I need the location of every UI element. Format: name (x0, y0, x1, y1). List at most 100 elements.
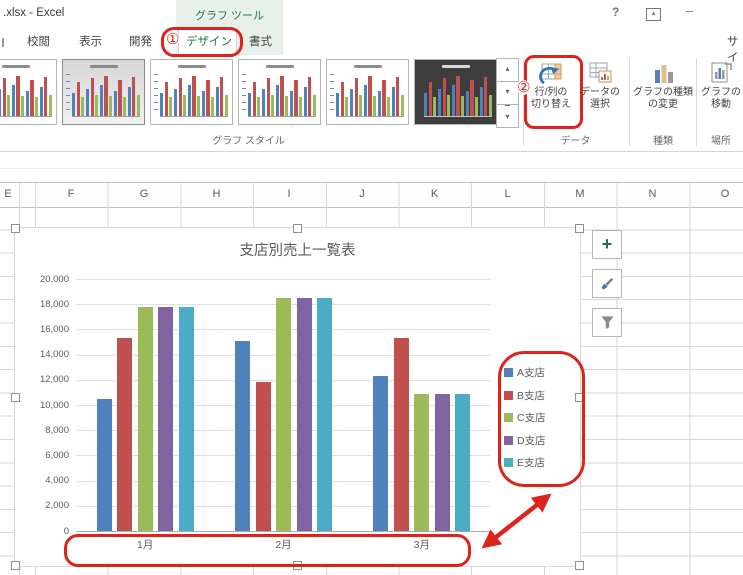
mini-bar (391, 86, 395, 116)
column-headers[interactable]: E F G H I J K L M N O (0, 182, 743, 208)
chart-filters-button[interactable] (592, 308, 622, 337)
column-header-L[interactable]: L (504, 188, 511, 200)
legend-item[interactable]: B支店 (504, 388, 546, 402)
bar-D支店-2月[interactable] (296, 297, 312, 531)
tab-review[interactable]: 校閲 (27, 36, 50, 48)
legend-item[interactable]: E支店 (504, 455, 546, 469)
column-header-G[interactable]: G (139, 188, 149, 200)
chart-style-thumbnail-4[interactable] (238, 59, 321, 125)
ribbon-display-options-icon[interactable]: ▴ (646, 8, 661, 21)
mini-bar (396, 77, 400, 116)
change-chart-type-button[interactable]: グラフの種類 の変更 (633, 57, 693, 125)
mini-bar (16, 76, 20, 116)
chart-legend[interactable]: A支店 B支店 C支店 D支店 E支店 (504, 365, 546, 478)
column-header-F[interactable]: F (67, 188, 75, 200)
bar-C支店-2月[interactable] (276, 297, 291, 531)
chart-gridline (76, 279, 491, 280)
mini-bar (266, 78, 270, 116)
minimize-icon[interactable]: – (686, 3, 694, 18)
bar-D支店-3月[interactable] (434, 393, 450, 531)
mini-bar (48, 95, 53, 116)
bar-C支店-3月[interactable] (414, 393, 430, 531)
mini-bar (248, 92, 252, 116)
selection-handle[interactable] (575, 561, 584, 570)
mini-bar (224, 95, 229, 116)
mini-bar (118, 80, 122, 116)
mini-bar (72, 92, 76, 116)
column-header-O[interactable]: O (720, 188, 730, 200)
switch-row-column-button[interactable]: 行/列の 切り替え (527, 57, 575, 125)
mini-bar (447, 95, 451, 116)
bar-B支店-3月[interactable] (393, 338, 409, 531)
gallery-scroll-up-icon[interactable]: ▴ (496, 58, 519, 82)
column-header-E[interactable]: E (4, 188, 12, 200)
thumb-title-line (353, 65, 382, 68)
selection-handle[interactable] (11, 561, 20, 570)
mini-bar (345, 97, 349, 116)
bar-B支店-1月[interactable] (117, 338, 133, 531)
selection-handle[interactable] (293, 561, 302, 570)
chart-elements-button[interactable]: + (592, 230, 622, 259)
selection-handle[interactable] (575, 224, 584, 233)
help-icon[interactable]: ? (612, 5, 620, 19)
mini-bar (95, 95, 99, 116)
mini-bar (271, 95, 275, 116)
tab-format[interactable]: 書式 (249, 36, 272, 48)
column-header-H[interactable]: H (212, 188, 221, 200)
bar-C支店-1月[interactable] (137, 306, 153, 531)
thumb-mini-chart (154, 74, 229, 117)
legend-item[interactable]: D支店 (504, 433, 546, 447)
mini-bar (127, 86, 131, 116)
mini-bar (294, 80, 298, 116)
mini-bar (113, 90, 117, 116)
mini-bar (183, 95, 187, 116)
chart-style-thumbnail-5[interactable] (326, 59, 409, 125)
tab-view[interactable]: 表示 (79, 36, 102, 48)
selection-handle[interactable] (11, 224, 20, 233)
bar-B支店-2月[interactable] (255, 382, 271, 531)
select-data-button[interactable]: データの 選択 (576, 57, 624, 125)
mini-bar (85, 88, 90, 116)
mini-bar (211, 96, 215, 116)
chart-style-thumbnail-2-selected[interactable] (62, 59, 145, 125)
chart-style-thumbnail-1[interactable] (0, 59, 57, 125)
mini-bar (21, 95, 25, 116)
legend-item[interactable]: C支店 (504, 410, 546, 424)
chart-style-thumbnail-6[interactable] (414, 59, 497, 125)
move-chart-button[interactable]: グラフの 移動 (699, 57, 743, 125)
y-axis-tick-label: 16,000 (39, 323, 69, 335)
sign-in-label[interactable]: サイ (727, 36, 739, 64)
ribbon-divider (629, 58, 630, 146)
legend-item[interactable]: A支店 (504, 365, 546, 379)
bar-E支店-3月[interactable] (455, 393, 471, 531)
bar-D支店-1月[interactable] (158, 306, 174, 531)
selection-handle[interactable] (575, 393, 584, 402)
thumb-mini-chart (424, 74, 493, 117)
selection-handle[interactable] (293, 224, 302, 233)
y-axis-tick-label: 8,000 (45, 424, 69, 436)
mini-bar (299, 96, 303, 116)
selection-handle[interactable] (11, 393, 20, 402)
column-header-M[interactable]: M (575, 188, 585, 200)
gallery-more-icon[interactable]: ▾ (496, 104, 519, 128)
tab-developer[interactable]: 開発 (129, 36, 152, 48)
chart-object[interactable]: 支店別売上一覧表 A支店 B支店 C支店 D支店 E支店 20,000 18,00… (11, 224, 584, 570)
bar-E支店-1月[interactable] (178, 306, 194, 531)
chart-styles-button[interactable] (592, 269, 622, 298)
gallery-scroll-down-icon[interactable]: ▾ (496, 81, 519, 105)
switch-row-column-label: 行/列の 切り替え (531, 87, 571, 110)
chart-title[interactable]: 支店別売上一覧表 (239, 243, 356, 259)
chart-gridline (76, 531, 491, 532)
column-header-N[interactable]: N (648, 188, 657, 200)
gallery-more-glyph: ▾ (505, 105, 510, 127)
bar-A支店-2月[interactable] (235, 340, 250, 531)
chart-style-thumbnail-3[interactable] (150, 59, 233, 125)
column-header-J[interactable]: J (359, 188, 365, 200)
column-header-K[interactable]: K (430, 188, 439, 200)
bar-E支店-2月[interactable] (317, 297, 332, 531)
mini-bar (400, 95, 405, 116)
bar-A支店-3月[interactable] (373, 376, 389, 531)
bar-A支店-1月[interactable] (96, 398, 112, 531)
column-header-I[interactable]: I (287, 188, 291, 200)
tab-design[interactable]: デザイン (186, 36, 232, 48)
